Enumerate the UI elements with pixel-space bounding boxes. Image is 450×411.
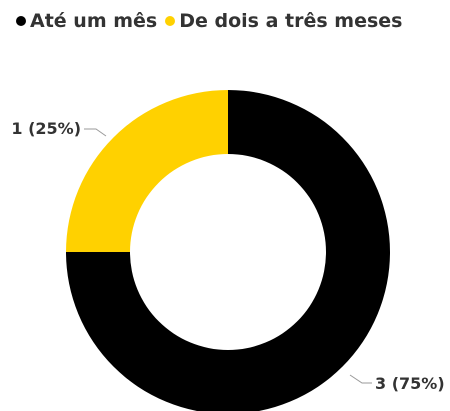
data-label-0: 3 (75%) bbox=[375, 374, 445, 393]
legend-label-de-dois-a-tres-meses: De dois a três meses bbox=[179, 10, 403, 32]
chart-legend: Até um mês De dois a três meses bbox=[16, 10, 410, 32]
legend-item-de-dois-a-tres-meses[interactable]: De dois a três meses bbox=[165, 10, 402, 32]
legend-dot-icon bbox=[16, 16, 26, 26]
donut-slice-0[interactable] bbox=[66, 90, 390, 411]
legend-dot-icon bbox=[165, 16, 176, 26]
donut-slice-1[interactable] bbox=[66, 90, 228, 252]
legend-label-ate-um-mes: Até um mês bbox=[30, 10, 158, 32]
data-label-1: 1 (25%) bbox=[11, 119, 81, 138]
leader-line-1 bbox=[84, 128, 107, 137]
leader-line-0 bbox=[349, 374, 372, 384]
legend-item-ate-um-mes[interactable]: Até um mês bbox=[16, 10, 157, 32]
